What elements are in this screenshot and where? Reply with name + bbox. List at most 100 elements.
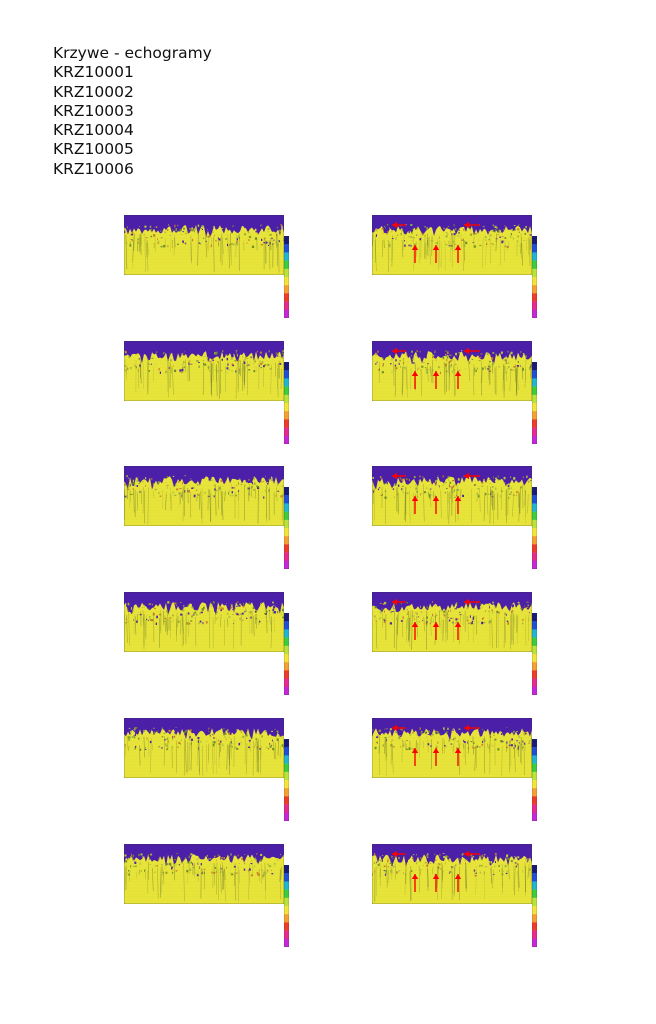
echo-speckle bbox=[125, 351, 127, 354]
echo-speckle bbox=[522, 622, 524, 625]
echo-speckle bbox=[261, 361, 264, 364]
echo-streak bbox=[526, 238, 528, 251]
echo-speckle bbox=[148, 858, 150, 860]
echo-speckle bbox=[372, 873, 373, 876]
echo-speckle bbox=[196, 489, 198, 491]
echo-streak bbox=[165, 493, 167, 511]
echo-speckle bbox=[203, 356, 206, 357]
echo-speckle bbox=[528, 618, 530, 622]
echo-speckle bbox=[510, 491, 513, 494]
echo-speckle bbox=[521, 747, 524, 749]
echo-speckle bbox=[503, 480, 506, 483]
echo-speckle bbox=[426, 371, 429, 374]
echo-speckle bbox=[529, 607, 530, 609]
echo-streak bbox=[125, 234, 128, 270]
echo-speckle bbox=[233, 226, 234, 229]
colorbar-segment bbox=[284, 763, 289, 772]
echo-speckle bbox=[175, 870, 177, 872]
echo-speckle bbox=[280, 613, 282, 616]
echo-speckle bbox=[246, 242, 249, 244]
echo-speckle bbox=[395, 364, 397, 367]
echo-speckle bbox=[525, 857, 527, 860]
echo-speckle bbox=[392, 488, 395, 490]
echo-streak bbox=[145, 237, 147, 259]
echo-speckle bbox=[374, 606, 377, 609]
echo-speckle bbox=[481, 485, 484, 487]
echo-speckle bbox=[224, 733, 227, 735]
echo-streak bbox=[403, 234, 405, 251]
echo-speckle bbox=[389, 862, 392, 864]
echo-streak bbox=[393, 610, 395, 648]
echo-streak bbox=[525, 616, 527, 646]
echo-speckle bbox=[410, 486, 411, 488]
echo-speckle bbox=[483, 621, 486, 624]
echo-streak bbox=[394, 366, 397, 397]
echo-speckle bbox=[472, 617, 474, 620]
echo-streak bbox=[213, 740, 216, 765]
colorbar-segment bbox=[532, 763, 537, 772]
echo-speckle bbox=[182, 240, 184, 243]
echo-speckle bbox=[221, 857, 224, 859]
echo-speckle bbox=[167, 486, 168, 489]
echo-speckle bbox=[527, 601, 529, 603]
red-arrow-up-head bbox=[432, 496, 440, 501]
echo-speckle bbox=[412, 229, 413, 231]
echo-speckle bbox=[412, 615, 415, 617]
echo-streak bbox=[394, 863, 396, 880]
echo-speckle bbox=[508, 361, 510, 364]
echo-speckle bbox=[244, 609, 247, 612]
echo-speckle bbox=[465, 241, 468, 245]
echo-speckle bbox=[490, 493, 492, 496]
echo-streak bbox=[517, 870, 519, 892]
echo-streak bbox=[430, 618, 432, 636]
echo-speckle bbox=[217, 237, 219, 240]
echo-speckle bbox=[137, 477, 139, 480]
red-arrow-left-head bbox=[392, 850, 397, 858]
echo-speckle bbox=[410, 224, 413, 226]
echo-speckle bbox=[425, 487, 428, 489]
echo-speckle bbox=[214, 234, 215, 237]
echo-speckle bbox=[530, 480, 532, 482]
echo-streak bbox=[392, 745, 394, 774]
echo-speckle bbox=[222, 744, 224, 747]
echo-streak bbox=[275, 742, 277, 760]
echo-speckle bbox=[246, 731, 248, 735]
red-arrow-left-head bbox=[464, 221, 469, 229]
echo-speckle bbox=[417, 737, 419, 738]
echo-streak bbox=[373, 484, 375, 521]
echo-speckle bbox=[168, 224, 169, 226]
echo-speckle bbox=[245, 354, 247, 357]
echo-speckle bbox=[493, 865, 496, 868]
echo-streak bbox=[172, 367, 174, 395]
echo-speckle bbox=[258, 365, 260, 367]
echo-speckle bbox=[253, 489, 256, 491]
echo-speckle bbox=[180, 233, 183, 235]
echo-speckle bbox=[508, 366, 510, 368]
red-arrow-up-head bbox=[454, 748, 462, 753]
colorbar-segment bbox=[284, 812, 289, 821]
echo-speckle bbox=[480, 603, 481, 605]
echo-speckle bbox=[512, 606, 514, 609]
echo-streak bbox=[206, 744, 208, 772]
echo-streak bbox=[182, 487, 184, 522]
echo-speckle bbox=[190, 363, 193, 365]
colorbar-segment bbox=[532, 427, 537, 436]
echo-speckle bbox=[194, 230, 195, 233]
surface-band bbox=[124, 341, 284, 364]
colorbar bbox=[284, 739, 289, 821]
echo-speckle bbox=[472, 232, 474, 235]
echo-speckle bbox=[138, 369, 139, 372]
echo-speckle bbox=[186, 622, 188, 625]
echo-speckle bbox=[450, 230, 451, 233]
echo-speckle bbox=[236, 241, 238, 244]
echogram-panel-right-4 bbox=[365, 584, 545, 704]
echo-speckle bbox=[215, 871, 217, 873]
echo-speckle bbox=[472, 242, 475, 243]
echo-speckle bbox=[452, 732, 454, 733]
echo-speckle bbox=[182, 242, 185, 244]
echo-speckle bbox=[428, 494, 431, 497]
echo-speckle bbox=[170, 621, 172, 623]
echo-speckle bbox=[174, 369, 177, 372]
echo-streak bbox=[489, 234, 491, 264]
echo-speckle bbox=[236, 238, 238, 241]
